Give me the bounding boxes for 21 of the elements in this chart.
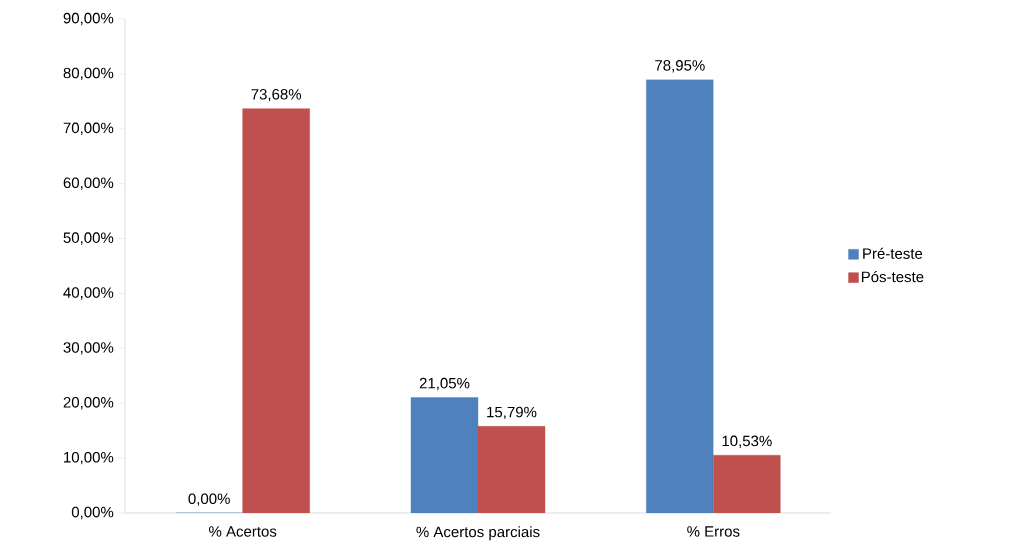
y-tick-label: 80,00% <box>63 67 114 81</box>
data-label: 73,68% <box>251 88 302 102</box>
data-label: 15,79% <box>487 406 537 420</box>
y-tick-label: 60,00% <box>63 177 114 190</box>
y-tick-label: 50,00% <box>63 232 114 245</box>
x-tick-label: % Acertos parciais <box>416 526 540 541</box>
y-tick-label: 70,00% <box>63 122 114 135</box>
y-tick-label: 40,00% <box>63 287 114 300</box>
legend-label: Pré-teste <box>863 247 923 259</box>
x-tick-label: % Erros <box>687 526 740 537</box>
y-tick-label: 30,00% <box>63 342 114 355</box>
data-label: 0,00% <box>188 493 230 506</box>
data-label: 21,05% <box>419 377 470 391</box>
y-tick-label: 90,00% <box>63 12 114 26</box>
data-label: 78,95% <box>655 60 705 73</box>
y-tick-label: 10,00% <box>64 451 114 465</box>
x-tick-label: % Acertos <box>209 526 277 537</box>
legend-label: Pós-teste <box>861 271 924 283</box>
y-tick-label: 0,00% <box>71 506 114 520</box>
data-label: 10,53% <box>722 435 772 448</box>
y-tick-label: 20,00% <box>63 397 114 410</box>
